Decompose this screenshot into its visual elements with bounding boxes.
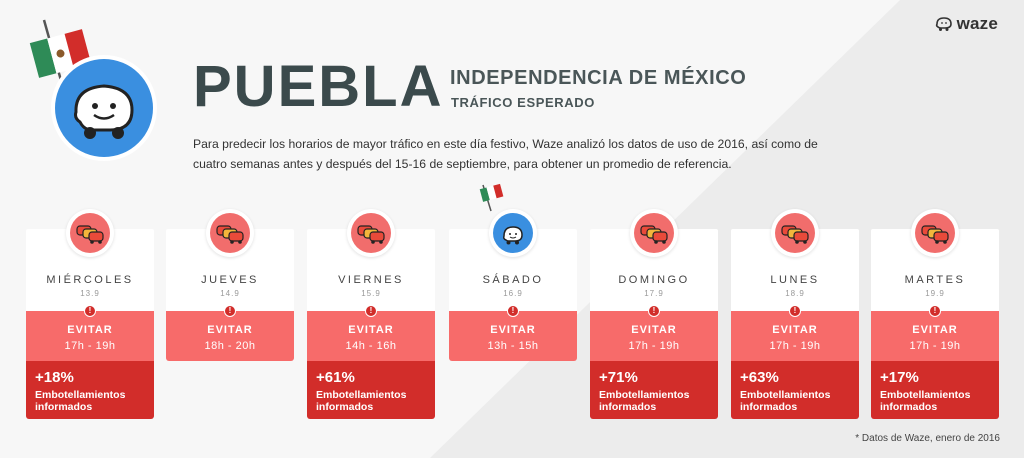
day-date: 15.9 [361, 289, 381, 298]
traffic-percentage: +61% [316, 369, 355, 386]
avoid-hours: 13h - 15h [487, 340, 539, 352]
day-card: DOMINGO 17.9! EVITAR 17h - 19h +71% Embotella… [590, 209, 718, 419]
traffic-cars-icon [771, 209, 819, 257]
day-date: 19.9 [925, 289, 945, 298]
day-date: 16.9 [503, 289, 523, 298]
card-header: MARTES 19.9 [871, 209, 999, 311]
waze-logo-icon [935, 17, 952, 31]
day-card: LUNES 18.9! EVITAR 17h - 19h +63% Embotellami… [731, 209, 859, 419]
day-card: MARTES 19.9! EVITAR 17h - 19h +17% Embotellam… [871, 209, 999, 419]
avoid-label: EVITAR [348, 324, 394, 336]
avoid-hours: 17h - 19h [769, 340, 821, 352]
traffic-percentage-label: Embotellamientos informados [316, 389, 407, 413]
avoid-panel: ! EVITAR 17h - 19h [871, 305, 999, 361]
warning-icon: ! [789, 305, 801, 317]
avoid-hours: 17h - 19h [628, 340, 680, 352]
traffic-stat-panel: +63% Embotellamientos informados [731, 361, 859, 419]
day-date: 13.9 [80, 289, 100, 298]
avoid-label: EVITAR [490, 324, 536, 336]
day-date: 14.9 [220, 289, 240, 298]
avoid-hours: 14h - 16h [345, 340, 397, 352]
traffic-percentage: +17% [880, 369, 919, 386]
card-header: DOMINGO 17.9 [590, 209, 718, 311]
avoid-label: EVITAR [912, 324, 958, 336]
traffic-percentage-label: Embotellamientos informados [740, 389, 831, 413]
warning-icon: ! [507, 305, 519, 317]
warning-icon: ! [84, 305, 96, 317]
traffic-stat-panel: +71% Embotellamientos informados [590, 361, 718, 419]
traffic-cars-icon [206, 209, 254, 257]
traffic-cars-icon [630, 209, 678, 257]
brand-name: waze [956, 14, 998, 33]
day-name: VIERNES [338, 274, 404, 286]
traffic-percentage-label: Embotellamientos informados [599, 389, 690, 413]
traffic-cars-icon [911, 209, 959, 257]
day-card: JUEVES 14.9! EVITAR 18h - 20h [166, 209, 294, 361]
day-name: DOMINGO [618, 274, 690, 286]
city-title: PUEBLA [193, 54, 444, 119]
description-text: Para predecir los horarios de mayor tráf… [193, 137, 818, 171]
avoid-panel: ! EVITAR 13h - 15h [449, 305, 577, 361]
waze-mascot-flag-icon [29, 19, 157, 161]
card-header: LUNES 18.9 [731, 209, 859, 311]
warning-icon: ! [365, 305, 377, 317]
avoid-label: EVITAR [772, 324, 818, 336]
card-header: MIÉRCOLES 13.9 [26, 209, 154, 311]
footnote: * Datos de Waze, enero de 2016 [855, 433, 1000, 444]
card-header: VIERNES 15.9 [307, 209, 435, 311]
day-name: MIÉRCOLES [46, 274, 134, 286]
day-name: JUEVES [201, 274, 259, 286]
avoid-label: EVITAR [67, 324, 113, 336]
event-title: INDEPENDENCIA DE MÉXICO [450, 67, 747, 89]
traffic-stat-panel: +17% Embotellamientos informados [871, 361, 999, 419]
warning-icon: ! [929, 305, 941, 317]
avoid-panel: ! EVITAR 17h - 19h [731, 305, 859, 361]
traffic-percentage: +63% [740, 369, 779, 386]
waze-logo: waze [935, 14, 998, 34]
day-name: LUNES [770, 274, 820, 286]
traffic-percentage: +71% [599, 369, 638, 386]
card-header: JUEVES 14.9 [166, 209, 294, 311]
day-card: VIERNES 15.9! EVITAR 14h - 16h +61% Embotella… [307, 209, 435, 419]
avoid-hours: 17h - 19h [909, 340, 961, 352]
day-name: MARTES [904, 274, 966, 286]
avoid-panel: ! EVITAR 14h - 16h [307, 305, 435, 361]
warning-icon: ! [224, 305, 236, 317]
avoid-label: EVITAR [631, 324, 677, 336]
traffic-percentage: +18% [35, 369, 74, 386]
day-card: MIÉRCOLES 13.9! EVITAR 17h - 19h +18% Embotel… [26, 209, 154, 419]
avoid-hours: 18h - 20h [204, 340, 256, 352]
traffic-stat-panel: +61% Embotellamientos informados [307, 361, 435, 419]
waze-mascot-flag-icon [479, 183, 537, 257]
day-name: SÁBADO [482, 274, 544, 286]
traffic-percentage-label: Embotellamientos informados [35, 389, 126, 413]
avoid-panel: ! EVITAR 17h - 19h [590, 305, 718, 361]
avoid-label: EVITAR [207, 324, 253, 336]
traffic-cars-icon [347, 209, 395, 257]
traffic-percentage-label: Embotellamientos informados [880, 389, 971, 413]
day-date: 17.9 [644, 289, 664, 298]
traffic-stat-panel: +18% Embotellamientos informados [26, 361, 154, 419]
avoid-panel: ! EVITAR 17h - 19h [26, 305, 154, 361]
day-card: SÁBADO 16.9! EVITAR 13h - 15h [449, 183, 577, 361]
card-header: SÁBADO 16.9 [449, 183, 577, 311]
day-date: 18.9 [785, 289, 805, 298]
event-subtitle: TRÁFICO ESPERADO [451, 95, 595, 110]
warning-icon: ! [648, 305, 660, 317]
avoid-panel: ! EVITAR 18h - 20h [166, 305, 294, 361]
traffic-cars-icon [66, 209, 114, 257]
avoid-hours: 17h - 19h [64, 340, 116, 352]
